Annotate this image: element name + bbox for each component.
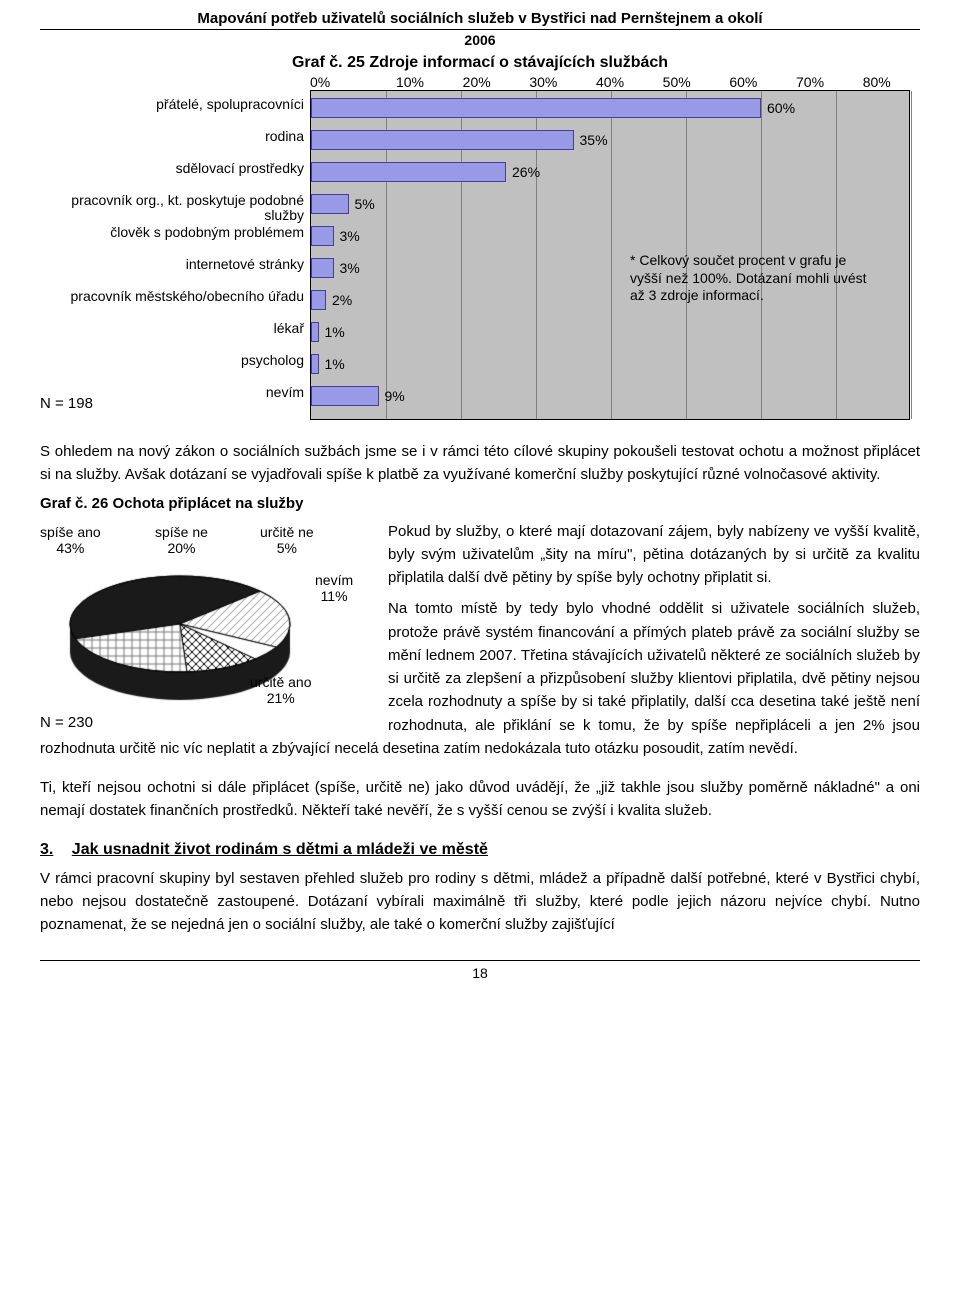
bar-category: lékař: [34, 321, 304, 336]
bar-category: psycholog: [34, 353, 304, 368]
bar-chart-note: * Celkový součet procent v grafu je vyšš…: [630, 252, 870, 305]
doc-header-year: 2006: [40, 32, 920, 48]
bar-value: 26%: [512, 164, 540, 180]
bar: [311, 322, 319, 342]
page-number: 18: [40, 960, 920, 981]
bar: [311, 194, 349, 214]
pie-label-urcite-ne: určitě ne5%: [260, 524, 314, 556]
pie-chart: spíše ano43% spíše ne20% určitě ne5% nev…: [40, 524, 370, 731]
bar-category: rodina: [34, 129, 304, 144]
bar-value: 9%: [385, 388, 405, 404]
bar-category: přátelé, spolupracovníci: [34, 97, 304, 112]
bar-chart: 0%10%20%30%40%50%60%70%80% přátelé, spol…: [260, 74, 920, 420]
pie-top-labels: spíše ano43% spíše ne20% určitě ne5%: [40, 524, 370, 564]
pie-chart-title: Graf č. 26 Ochota připlácet na služby: [40, 495, 303, 512]
bar-chart-title: Graf č. 25 Zdroje informací o stávajícíc…: [40, 54, 920, 72]
pie-label-nevim: nevím11%: [315, 572, 353, 604]
bar-value: 3%: [340, 260, 360, 276]
bar: [311, 98, 761, 118]
bar-category: sdělovací prostředky: [34, 161, 304, 176]
bar: [311, 386, 379, 406]
bar: [311, 354, 319, 374]
bar-chart-n: N = 198: [40, 395, 93, 412]
bar-category: internetové stránky: [34, 257, 304, 272]
pie-label-spise-ano: spíše ano43%: [40, 524, 101, 556]
section-3-heading: 3. Jak usnadnit život rodinám s dětmi a …: [40, 841, 920, 859]
bar-value: 1%: [325, 356, 345, 372]
bar-value: 5%: [355, 196, 375, 212]
bar: [311, 162, 506, 182]
bar-category: člověk s podobným problémem: [34, 225, 304, 240]
bar-value: 60%: [767, 100, 795, 116]
bar-category: pracovník org., kt. poskytuje podobné sl…: [34, 193, 304, 224]
pie-chart-n: N = 230: [40, 714, 370, 731]
pie-label-urcite-ano: určitě ano21%: [250, 674, 311, 706]
paragraph-1: S ohledem na nový zákon o sociálních suž…: [40, 440, 920, 487]
bar-chart-axis: 0%10%20%30%40%50%60%70%80%: [310, 74, 910, 90]
bar-value: 35%: [580, 132, 608, 148]
section-3-title: Jak usnadnit život rodinám s dětmi a mlá…: [72, 841, 488, 858]
bar-category: pracovník městského/obecního úřadu: [34, 289, 304, 304]
bar: [311, 258, 334, 278]
bar: [311, 226, 334, 246]
bar: [311, 290, 326, 310]
paragraph-5: V rámci pracovní skupiny byl sestaven př…: [40, 867, 920, 937]
bar-value: 2%: [332, 292, 352, 308]
pie-label-spise-ne: spíše ne20%: [155, 524, 208, 556]
paragraph-4: Ti, kteří nejsou ochotni si dále připlác…: [40, 776, 920, 823]
section-3-num: 3.: [40, 841, 53, 858]
bar-value: 3%: [340, 228, 360, 244]
bar-value: 1%: [325, 324, 345, 340]
doc-header-title: Mapování potřeb uživatelů sociálních slu…: [40, 10, 920, 30]
bar: [311, 130, 574, 150]
